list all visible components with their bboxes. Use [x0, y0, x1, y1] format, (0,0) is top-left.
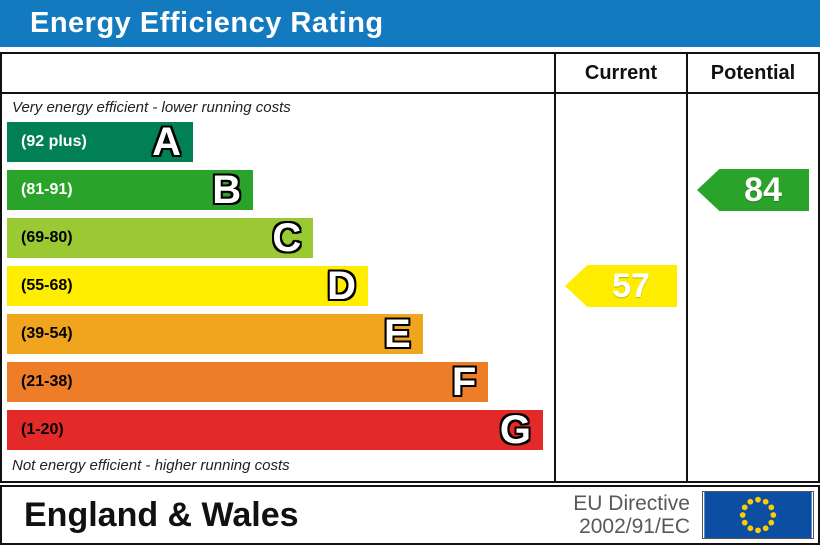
band-letter: B — [212, 168, 242, 212]
band-letter: G — [499, 408, 532, 452]
band-F: (21-38) F — [7, 360, 489, 404]
current-rating-arrow: 57 — [565, 265, 677, 307]
band-row-E: (39-54) E — [7, 310, 554, 358]
potential-rating-arrow: 84 — [697, 169, 809, 211]
band-row-A: (92 plus) A — [7, 118, 554, 166]
bands: (92 plus) A (81-91) B (69-80) C (55-68) D (39-54… — [2, 118, 554, 454]
bands-column: Very energy efficient - lower running co… — [2, 94, 556, 481]
band-C: (69-80) C — [7, 216, 314, 260]
table-body-row: Very energy efficient - lower running co… — [2, 94, 818, 481]
band-range-label: (21-38) — [21, 373, 73, 390]
band-letter: D — [327, 264, 357, 308]
header-cell-empty — [2, 54, 556, 92]
current-column-body: 57 — [556, 94, 688, 481]
band-letter: A — [152, 120, 181, 164]
band-range-label: (69-80) — [21, 229, 73, 246]
potential-column-body: 84 — [688, 94, 818, 481]
band-range-label: (1-20) — [21, 421, 64, 438]
header-cell-current: Current — [556, 54, 688, 92]
band-B: (81-91) B — [7, 168, 254, 212]
band-letter: E — [384, 312, 411, 356]
header-cell-potential: Potential — [710, 61, 796, 84]
footer: England & Wales EU Directive 2002/91/EC — [0, 485, 820, 545]
band-letter: C — [272, 216, 302, 260]
band-row-G: (1-20) G — [7, 406, 554, 454]
band-letter: F — [451, 360, 477, 404]
table-header-row: Current Potential — [2, 54, 818, 94]
band-range-label: (81-91) — [21, 181, 73, 198]
band-range-label: (92 plus) — [21, 133, 87, 150]
eu-directive-line2: 2002/91/EC — [579, 515, 690, 538]
page-title: Energy Efficiency Rating — [30, 7, 384, 39]
rating-table: Current Potential Very energy efficient … — [0, 52, 820, 483]
band-range-label: (39-54) — [21, 325, 73, 342]
bottom-note: Not energy efficient - higher running co… — [12, 456, 290, 474]
band-row-D: (55-68) D — [7, 262, 554, 310]
title-bar: Energy Efficiency Rating — [0, 0, 820, 47]
eu-directive-line1: EU Directive — [573, 491, 690, 515]
band-E: (39-54) E — [7, 314, 423, 354]
band-row-C: (69-80) C — [7, 214, 554, 262]
band-G: (1-20) G — [7, 408, 544, 452]
region-label: England & Wales — [24, 495, 299, 534]
eu-directive-label: EU Directive 2002/91/EC — [573, 492, 702, 538]
eu-flag-icon — [702, 491, 814, 539]
band-A: (92 plus) A — [7, 122, 193, 162]
band-D: (55-68) D — [7, 264, 369, 308]
band-row-B: (81-91) B — [7, 166, 554, 214]
band-range-label: (55-68) — [21, 277, 73, 294]
top-note: Very energy efficient - lower running co… — [12, 98, 291, 116]
band-row-F: (21-38) F — [7, 358, 554, 406]
